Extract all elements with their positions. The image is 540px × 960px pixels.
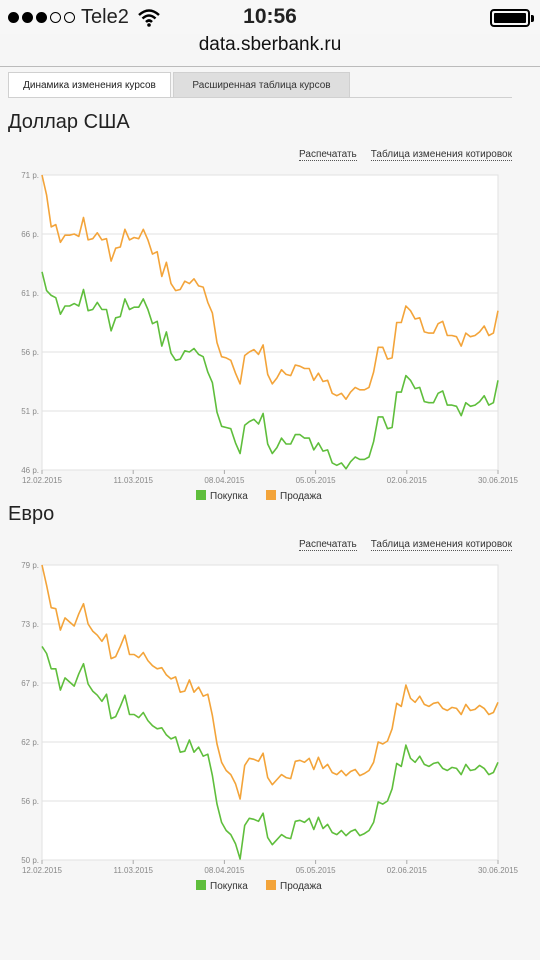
x-tick-label: 08.04.2015 — [204, 866, 245, 875]
y-tick-label: 67 р. — [21, 679, 39, 688]
x-tick-label: 02.06.2015 — [387, 476, 428, 485]
y-tick-label: 51 р. — [21, 407, 39, 416]
usd-chart: 71 р. 66 р. 61 р. 56 р. 51 р. 46 р. 12.02.2015… — [8, 165, 518, 510]
tab-bar: Динамика изменения курсов Расширенная та… — [8, 72, 512, 98]
eur-table-link[interactable]: Таблица изменения котировок — [370, 539, 512, 551]
series-line-buy — [41, 645, 499, 860]
y-tick-label: 73 р. — [21, 620, 39, 629]
tab-rate-dynamics[interactable]: Динамика изменения курсов — [8, 72, 171, 97]
status-bar: Tele2 10:56 — [0, 0, 540, 34]
legend-label: Покупка — [210, 881, 248, 892]
y-tick-label: 79 р. — [21, 561, 39, 570]
x-tick-label: 12.02.2015 — [22, 866, 63, 875]
legend-swatch — [196, 880, 206, 890]
y-tick-label: 56 р. — [21, 797, 39, 806]
legend-label: Продажа — [280, 491, 322, 502]
address-bar[interactable]: data.sberbank.ru — [198, 34, 342, 55]
signal-strength-icon — [8, 12, 75, 23]
x-tick-label: 05.05.2015 — [296, 476, 337, 485]
usd-links: Распечатать Таблица изменения котировок — [299, 149, 512, 161]
carrier-info: Tele2 — [8, 6, 161, 29]
series-line-sell — [41, 174, 499, 400]
usd-table-link[interactable]: Таблица изменения котировок — [370, 149, 512, 161]
legend-swatch — [266, 880, 276, 890]
y-tick-label: 56 р. — [21, 348, 39, 357]
x-tick-label: 02.06.2015 — [387, 866, 428, 875]
y-tick-label: 62 р. — [21, 738, 39, 747]
usd-print-link[interactable]: Распечатать — [299, 149, 357, 161]
plot-area — [41, 174, 499, 471]
tab-extended-table[interactable]: Расширенная таблица курсов — [173, 72, 350, 97]
y-tick-label: 50 р. — [21, 856, 39, 865]
eur-chart: 79 р. 73 р. 67 р. 62 р. 56 р. 50 р. 12.02.2015… — [8, 555, 518, 900]
usd-section-title: Доллар США — [8, 111, 130, 133]
legend-label: Покупка — [210, 491, 248, 502]
y-tick-label: 61 р. — [21, 289, 39, 298]
carrier-name: Tele2 — [81, 6, 129, 28]
x-tick-label: 12.02.2015 — [22, 476, 63, 485]
x-tick-label: 08.04.2015 — [204, 476, 245, 485]
eur-section-title: Евро — [8, 503, 55, 525]
x-tick-label: 30.06.2015 — [478, 866, 518, 875]
y-tick-label: 71 р. — [21, 171, 39, 180]
x-tick-label: 05.05.2015 — [296, 866, 337, 875]
series-line-buy — [41, 271, 499, 470]
x-tick-label: 11.03.2015 — [113, 476, 153, 485]
clock: 10:56 — [243, 5, 297, 28]
battery-icon — [490, 9, 534, 27]
address-bar-divider — [0, 66, 540, 67]
legend-swatch — [196, 490, 206, 500]
x-tick-label: 11.03.2015 — [113, 866, 153, 875]
series-line-sell — [41, 564, 499, 800]
eur-links: Распечатать Таблица изменения котировок — [299, 539, 512, 551]
x-tick-label: 30.06.2015 — [478, 476, 518, 485]
y-tick-label: 66 р. — [21, 230, 39, 239]
eur-print-link[interactable]: Распечатать — [299, 539, 357, 551]
legend-swatch — [266, 490, 276, 500]
legend-label: Продажа — [280, 881, 322, 892]
wifi-icon — [137, 8, 160, 27]
y-tick-label: 46 р. — [21, 466, 39, 475]
